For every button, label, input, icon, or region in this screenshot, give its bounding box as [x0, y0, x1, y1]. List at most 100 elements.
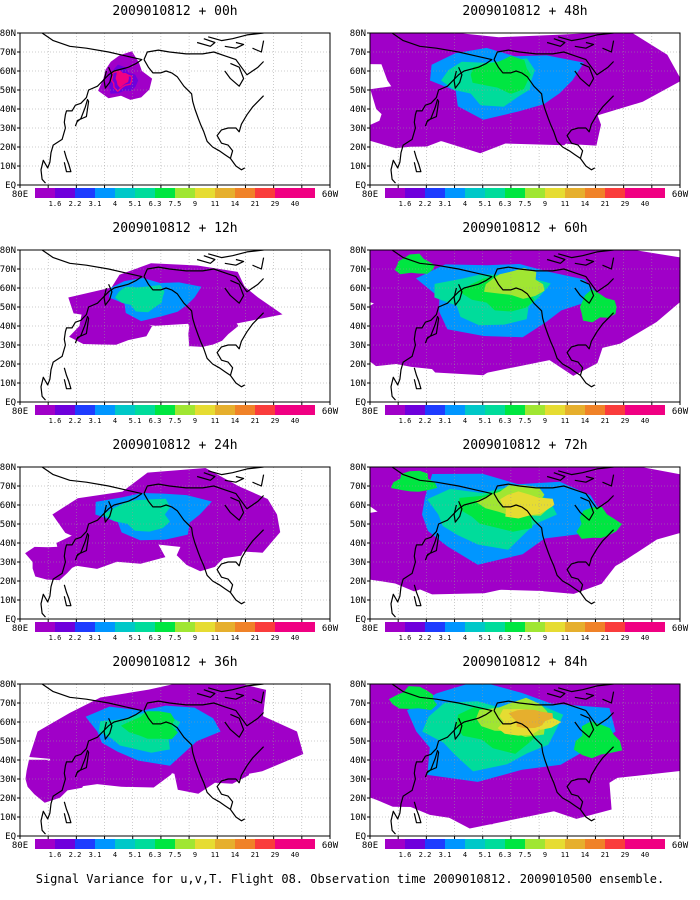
lon-tick-label: 80E: [12, 190, 28, 199]
colorbar-swatch: [385, 405, 405, 415]
colorbar-tick-label: 40: [640, 851, 650, 859]
variance-contour: [370, 33, 455, 65]
colorbar-tick-label: 14: [580, 851, 590, 859]
colorbar-tick-label: 21: [250, 634, 260, 642]
variance-contour: [370, 103, 444, 149]
colorbar-swatch: [175, 188, 195, 198]
variance-contour: [484, 268, 545, 299]
colorbar-swatch: [235, 405, 255, 415]
colorbar-swatch: [445, 405, 465, 415]
colorbar-tick-label: 1.6: [48, 634, 62, 642]
lat-tick-label: 60N: [0, 718, 16, 728]
colorbar-tick-label: 21: [600, 200, 610, 208]
lon-tick-label: 80E: [12, 407, 28, 416]
colorbar-swatch: [275, 405, 295, 415]
colorbar-tick-label: 9: [192, 634, 198, 642]
colorbar-tick-label: 9: [542, 200, 548, 208]
lat-tick-label: 50N: [0, 303, 16, 313]
variance-map: 80E100E120E140E160E180160W140W120W100W80…: [0, 463, 339, 633]
colorbar-swatch: [625, 839, 645, 849]
lat-tick-label: 80N: [0, 29, 16, 39]
colorbar-swatch: [545, 622, 565, 632]
colorbar-tick-label: 1.6: [48, 200, 62, 208]
lon-tick-label: 80E: [362, 190, 378, 199]
colorbar-tick-label: 5.1: [128, 417, 142, 425]
lat-tick-label: 70N: [350, 48, 366, 58]
variance-contour: [390, 470, 438, 492]
colorbar-swatch: [75, 622, 95, 632]
colorbar-swatch: [625, 405, 645, 415]
colorbar-swatch: [55, 839, 75, 849]
colorbar-swatch: [75, 188, 95, 198]
colorbar-swatch: [115, 839, 135, 849]
colorbar-swatch: [505, 622, 525, 632]
colorbar-swatch: [645, 405, 665, 415]
variance-map: 80E100E120E140E160E180160W140W120W100W80…: [0, 29, 339, 199]
colorbar-swatch: [155, 405, 175, 415]
colorbar-swatch: [275, 188, 295, 198]
lat-tick-label: 30N: [350, 558, 366, 568]
colorbar-swatch: [405, 188, 425, 198]
variance-contour: [25, 759, 88, 803]
colorbar-tick-label: 6.3: [498, 634, 512, 642]
colorbar-swatch: [425, 839, 445, 849]
lat-tick-label: 40N: [0, 105, 16, 115]
graticule: [370, 250, 680, 402]
lat-tick-label: 70N: [0, 482, 16, 492]
colorbar-swatch: [115, 188, 135, 198]
colorbar-tick-label: 4: [462, 200, 468, 208]
colorbar-swatch: [235, 839, 255, 849]
lat-tick-label: 10N: [0, 162, 16, 172]
colorbar-swatch: [565, 622, 585, 632]
colorbar-tick-label: 29: [270, 417, 280, 425]
colorbar-swatch: [35, 188, 55, 198]
coastline: [40, 467, 265, 618]
lat-tick-label: EQ: [355, 832, 366, 842]
lon-tick-label: 80E: [12, 624, 28, 633]
colorbar-tick-label: 2.2: [418, 417, 432, 425]
colorbar-tick-label: 4: [112, 200, 118, 208]
variance-map: 80E100E120E140E160E180160W140W120W100W80…: [350, 246, 689, 416]
colorbar-swatch: [155, 622, 175, 632]
lon-tick-label: 60W: [672, 624, 689, 633]
colorbar-swatch: [525, 188, 545, 198]
variance-contour: [498, 68, 603, 146]
colorbar-swatch: [295, 188, 315, 198]
lat-tick-label: 20N: [350, 577, 366, 587]
colorbar-tick-label: 14: [230, 634, 240, 642]
colorbar-swatch: [155, 188, 175, 198]
variance-map: 80E100E120E140E160E180160W140W120W100W80…: [0, 680, 339, 850]
colorbar-tick-label: 4: [112, 417, 118, 425]
lon-tick-label: 60W: [322, 190, 339, 199]
colorbar-tick-label: 40: [290, 634, 300, 642]
colorbar-tick-label: 11: [210, 851, 220, 859]
colorbar-tick-label: 9: [542, 851, 548, 859]
colorbar-swatch: [565, 405, 585, 415]
colorbar: [35, 839, 315, 849]
variance-contour: [500, 491, 555, 519]
colorbar-tick-label: 9: [192, 417, 198, 425]
colorbar-tick-label: 4: [462, 634, 468, 642]
lat-tick-label: 30N: [0, 558, 16, 568]
coastline: [390, 33, 615, 184]
lat-tick-label: 40N: [350, 539, 366, 549]
map-panel: 2009010812 + 36h 80E100E120E140E160E18016…: [0, 651, 350, 871]
colorbar-swatch: [135, 839, 155, 849]
lat-tick-label: 50N: [0, 86, 16, 96]
lon-tick-label: 60W: [322, 841, 339, 850]
colorbar-tick-label: 40: [640, 634, 650, 642]
lat-tick-label: 80N: [350, 29, 366, 39]
colorbar-tick-label: 4: [112, 634, 118, 642]
colorbar-swatch: [605, 405, 625, 415]
colorbar-tick-label: 40: [290, 417, 300, 425]
colorbar-tick-label: 6.3: [148, 634, 162, 642]
variance-contour: [69, 304, 153, 345]
colorbar-tick-label: 9: [192, 851, 198, 859]
colorbar-tick-label: 14: [580, 417, 590, 425]
colorbar-swatch: [625, 188, 645, 198]
colorbar-swatch: [385, 622, 405, 632]
colorbar-tick-label: 9: [542, 634, 548, 642]
lat-tick-label: EQ: [355, 615, 366, 625]
colorbar-tick-label: 6.3: [148, 851, 162, 859]
lon-tick-label: 60W: [322, 624, 339, 633]
